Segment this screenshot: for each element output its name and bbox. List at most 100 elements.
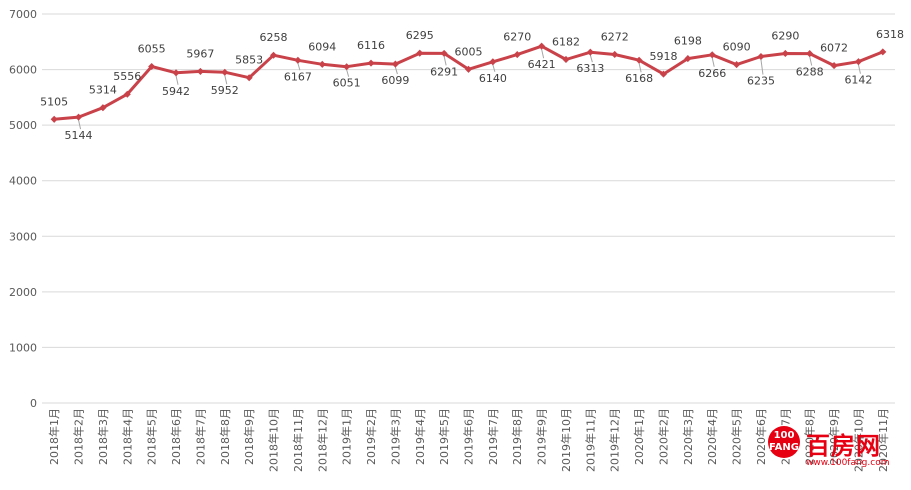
data-point (586, 48, 594, 56)
data-point (123, 90, 131, 98)
label-leader (175, 75, 179, 85)
data-point (416, 49, 424, 57)
y-tick-label: 1000 (9, 341, 37, 354)
x-tick-label: 2018年2月 (72, 408, 86, 465)
data-point (781, 49, 789, 57)
y-tick-label: 3000 (9, 230, 37, 243)
data-point (391, 60, 399, 68)
data-label: 6055 (138, 43, 166, 56)
x-tick-label: 2019年5月 (437, 408, 451, 465)
data-point (148, 62, 156, 71)
y-tick-label: 0 (30, 397, 37, 410)
data-point (513, 51, 521, 59)
x-tick-label: 2018年4月 (120, 408, 134, 465)
data-point (99, 104, 107, 112)
data-label: 6099 (381, 74, 409, 87)
y-tick-label: 4000 (9, 175, 37, 188)
x-tick-label: 2020年5月 (730, 408, 744, 465)
data-label: 6005 (455, 45, 483, 58)
data-point (489, 58, 497, 66)
data-point (635, 56, 643, 64)
data-label: 5967 (186, 47, 214, 60)
data-point (343, 63, 351, 71)
data-label: 6142 (844, 74, 872, 87)
data-label: 6140 (479, 72, 507, 85)
x-tick-label: 2020年1月 (632, 408, 646, 465)
data-point (611, 50, 619, 58)
x-tick-label: 2020年4月 (705, 408, 719, 465)
x-tick-label: 2020年11月 (876, 408, 890, 472)
label-leader (78, 120, 82, 130)
x-tick-label: 2020年10月 (851, 408, 865, 472)
data-label: 5144 (65, 129, 93, 142)
x-tick-label: 2019年1月 (340, 408, 354, 465)
data-point (562, 55, 570, 63)
label-leader (760, 59, 764, 75)
data-label: 5853 (235, 54, 263, 67)
data-point (75, 113, 83, 121)
data-point (733, 61, 741, 69)
data-label: 6291 (430, 65, 458, 78)
data-point (440, 49, 448, 57)
data-point (879, 48, 887, 56)
x-tick-label: 2019年7月 (486, 408, 500, 465)
data-label: 5952 (211, 84, 239, 97)
x-tick-label: 2020年8月 (803, 408, 817, 465)
x-tick-label: 2019年4月 (413, 408, 427, 465)
data-label: 5942 (162, 85, 190, 98)
logo-name: 百房网 (806, 432, 881, 460)
x-tick-label: 2018年12月 (315, 408, 329, 472)
label-leader (297, 63, 301, 71)
data-label: 6167 (284, 70, 312, 83)
data-label: 6270 (503, 31, 531, 44)
data-point (684, 55, 692, 63)
data-label: 6258 (260, 31, 288, 44)
data-point (854, 58, 862, 66)
x-tick-label: 2019年9月 (535, 408, 549, 465)
data-point (245, 74, 253, 82)
data-point (830, 62, 838, 70)
data-label: 6272 (601, 30, 629, 43)
label-leader (346, 69, 350, 77)
label-leader (638, 63, 642, 73)
data-label: 6235 (747, 75, 775, 88)
y-tick-label: 6000 (9, 64, 37, 77)
data-point (221, 68, 229, 76)
data-point (464, 65, 473, 73)
x-tick-label: 2018年7月 (193, 408, 207, 465)
x-tick-label: 2018年8月 (218, 408, 232, 465)
x-tick-label: 2019年2月 (364, 408, 378, 465)
data-label: 6094 (308, 40, 336, 53)
label-leader (711, 57, 715, 67)
label-leader (857, 64, 861, 74)
x-tick-label: 2018年5月 (145, 408, 159, 465)
label-leader (394, 66, 398, 75)
data-label: 6295 (406, 29, 434, 42)
data-label: 6266 (698, 67, 726, 80)
x-tick-label: 2020年9月 (827, 408, 841, 465)
data-label: 5918 (649, 50, 677, 63)
data-point (367, 59, 375, 67)
x-tick-label: 2018年10月 (267, 408, 281, 472)
y-tick-label: 5000 (9, 119, 37, 132)
data-label: 5105 (40, 95, 68, 108)
data-label: 6290 (771, 29, 799, 42)
x-tick-label: 2020年6月 (754, 408, 768, 465)
x-tick-label: 2018年1月 (47, 408, 61, 465)
watermark-logo: 100 FANG 百房网 www.100fang.com (768, 424, 908, 484)
label-leader (224, 75, 228, 85)
data-label: 6051 (333, 77, 361, 90)
x-tick-label: 2018年9月 (242, 408, 256, 465)
x-tick-label: 2019年3月 (388, 408, 402, 465)
data-point (50, 115, 58, 123)
data-point (294, 56, 302, 64)
data-label: 6168 (625, 72, 653, 85)
data-label: 6116 (357, 39, 385, 52)
logo-icon: 100 FANG (768, 426, 800, 458)
label-leader (443, 56, 447, 66)
x-tick-label: 2020年3月 (681, 408, 695, 465)
data-label: 6182 (552, 35, 580, 48)
x-tick-label: 2019年6月 (462, 408, 476, 465)
label-leader (589, 55, 593, 63)
logo-url: www.100fang.com (806, 458, 890, 468)
